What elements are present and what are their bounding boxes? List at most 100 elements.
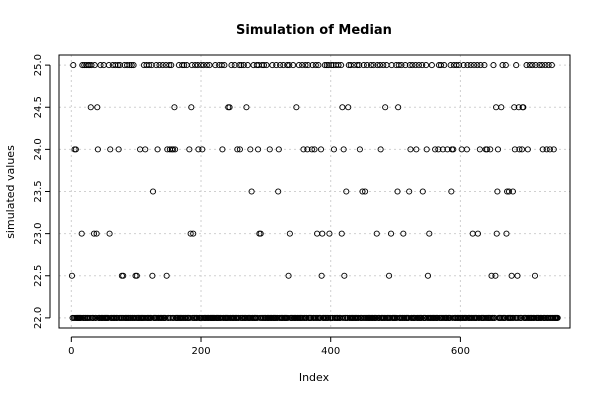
x-tick-label: 400 <box>321 346 340 357</box>
data-point <box>277 62 284 69</box>
data-point <box>407 146 414 153</box>
data-point <box>200 62 207 69</box>
data-point <box>545 62 552 69</box>
data-point <box>542 62 549 69</box>
data-point <box>488 272 495 279</box>
data-point <box>494 188 501 195</box>
data-point <box>450 146 457 153</box>
data-point <box>221 62 228 69</box>
data-point <box>299 62 306 69</box>
data-point <box>477 62 484 69</box>
data-point <box>90 230 98 237</box>
data-point <box>247 146 254 153</box>
data-point <box>197 62 205 69</box>
y-tick-label: 22.5 <box>33 265 44 287</box>
data-point <box>409 62 416 69</box>
data-point <box>413 146 420 153</box>
data-point <box>199 146 206 153</box>
data-point <box>293 104 300 111</box>
data-point <box>356 146 363 153</box>
data-point <box>492 272 499 279</box>
data-point <box>341 272 348 279</box>
data-point <box>508 272 515 279</box>
data-point <box>343 188 350 195</box>
data-point <box>402 62 409 69</box>
data-point <box>339 314 347 321</box>
data-point <box>398 62 405 69</box>
data-point <box>203 62 210 69</box>
data-point <box>149 272 156 279</box>
data-point <box>493 230 500 237</box>
data-point <box>260 62 267 69</box>
data-point <box>538 314 545 321</box>
data-point <box>153 62 160 69</box>
data-point <box>166 62 173 69</box>
data-point <box>516 146 523 153</box>
data-point <box>273 62 280 69</box>
data-point <box>319 230 326 237</box>
data-point <box>186 146 193 153</box>
data-point <box>212 62 219 69</box>
data-point <box>456 62 463 69</box>
data-point <box>419 62 426 69</box>
data-point <box>148 62 155 69</box>
data-point <box>88 62 95 69</box>
y-axis: 22.0 22.5 23.0 23.5 24.0 24.5 25.0 <box>33 54 51 329</box>
data-point <box>418 314 425 321</box>
data-point <box>248 188 255 195</box>
data-point <box>323 62 330 69</box>
data-point <box>380 62 387 69</box>
data-point <box>453 62 460 69</box>
data-point <box>317 146 325 153</box>
data-point <box>286 62 293 69</box>
data-point <box>424 272 432 279</box>
data-point <box>91 62 98 69</box>
data-point <box>395 62 402 69</box>
data-point <box>124 62 131 69</box>
y-tick-label: 23.0 <box>33 222 44 244</box>
data-point <box>168 62 175 69</box>
y-axis-label: simulated values <box>4 145 17 239</box>
data-point <box>510 314 517 321</box>
data-point <box>548 62 555 69</box>
data-point <box>304 146 311 153</box>
data-point <box>126 62 133 69</box>
data-point <box>172 146 179 153</box>
data-point <box>187 230 194 237</box>
data-point <box>195 146 202 153</box>
data-point <box>107 146 114 153</box>
data-point <box>514 272 521 279</box>
data-point <box>87 104 94 111</box>
data-point <box>133 272 140 279</box>
data-point <box>315 62 322 69</box>
data-point <box>128 62 135 69</box>
data-point <box>511 104 518 111</box>
data-point <box>406 62 413 69</box>
data-point <box>94 146 101 153</box>
data-point <box>338 230 345 237</box>
data-point <box>300 146 307 153</box>
x-axis-label: Index <box>299 371 330 384</box>
data-point <box>171 104 178 111</box>
data-point <box>78 230 85 237</box>
data-point <box>115 146 122 153</box>
data-point <box>234 146 241 153</box>
data-point <box>435 146 442 153</box>
data-point <box>302 62 309 69</box>
data-point <box>236 146 243 153</box>
data-point <box>483 146 491 153</box>
data-point <box>181 62 188 69</box>
data-point <box>474 62 481 69</box>
data-point <box>304 62 312 69</box>
data-point <box>460 62 467 69</box>
data-point <box>382 104 389 111</box>
data-point <box>476 314 483 321</box>
data-point <box>467 62 474 69</box>
data-point <box>219 146 226 153</box>
y-tick-label: 24.0 <box>33 138 44 160</box>
data-point <box>406 188 413 195</box>
y-tick-label: 22.0 <box>33 307 44 329</box>
data-point <box>164 146 171 153</box>
data-point <box>523 62 530 69</box>
